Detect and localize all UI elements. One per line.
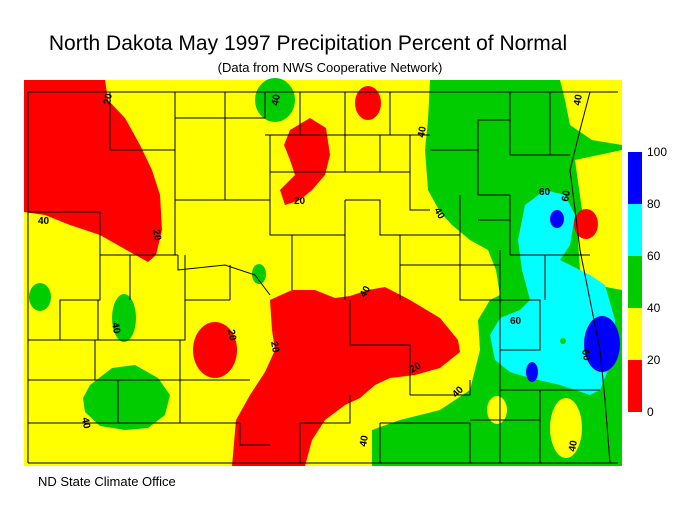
legend-tick-label: 0 — [647, 405, 654, 419]
footer-credit: ND State Climate Office — [38, 474, 176, 489]
legend-band — [628, 256, 642, 308]
contour-label: 20 — [102, 92, 115, 105]
legend: 100 80 60 40 20 0 — [628, 145, 667, 419]
contour-label: 40 — [109, 322, 122, 335]
contour-label: 40 — [358, 284, 373, 300]
contour-label: 20 — [150, 229, 163, 242]
contour-label: 40 — [270, 93, 283, 106]
region-red-top-spot — [355, 86, 381, 120]
region-red-east-spot — [574, 209, 598, 239]
legend-tick-label: 60 — [647, 249, 661, 263]
region-red-west-spot — [193, 322, 237, 378]
region-blue-spot-2 — [550, 210, 564, 228]
region-yellow-spot-se — [550, 398, 582, 458]
region-red-north-center — [280, 118, 330, 205]
legend-band — [628, 308, 642, 360]
contour-label: 60 — [539, 187, 551, 198]
region-green-southwest — [83, 365, 170, 430]
contour-label: 40 — [572, 93, 585, 106]
legend-band — [628, 360, 642, 412]
contour-label: 60 — [560, 189, 573, 202]
region-red-central — [232, 287, 460, 466]
region-green-west — [29, 283, 51, 311]
contour-label: 40 — [416, 125, 429, 138]
contour-label: 40 — [79, 417, 92, 430]
contour-label: 20 — [268, 341, 281, 354]
region-cyan-east — [490, 190, 615, 395]
contour-labels: 20 40 40 20 40 40 60 40 20 60 40 20 20 4… — [38, 92, 592, 452]
legend-band — [628, 152, 642, 204]
region-blue-spot-1 — [584, 316, 620, 372]
county-boundaries — [27, 91, 618, 464]
region-yellow-spot-e — [487, 396, 507, 424]
map-title: North Dakota May 1997 Precipitation Perc… — [48, 32, 568, 55]
legend-tick-label: 80 — [647, 197, 661, 211]
legend-tick-label: 20 — [647, 353, 661, 367]
contour-label: 40 — [567, 439, 580, 452]
region-red-nw — [24, 80, 162, 262]
region-green-west-center — [112, 294, 136, 342]
contour-label: 40 — [358, 434, 371, 447]
contour-label: 20 — [294, 196, 306, 207]
legend-tick-label: 40 — [647, 301, 661, 315]
region-green-small — [252, 264, 266, 284]
contour-label: 40 — [38, 216, 50, 227]
contour-label: 40 — [431, 206, 446, 222]
map-subtitle: (Data from NWS Cooperative Network) — [217, 60, 443, 75]
contour-label: 60 — [510, 316, 522, 327]
contour-label: 20 — [408, 360, 424, 375]
contour-label: 60 — [579, 349, 592, 362]
region-blue-spot-3 — [526, 362, 538, 382]
region-yellow-ne — [560, 80, 622, 145]
contour-label: 20 — [225, 329, 238, 342]
legend-band — [628, 204, 642, 256]
legend-tick-label: 100 — [647, 145, 667, 159]
region-green-spot-1 — [560, 338, 566, 344]
